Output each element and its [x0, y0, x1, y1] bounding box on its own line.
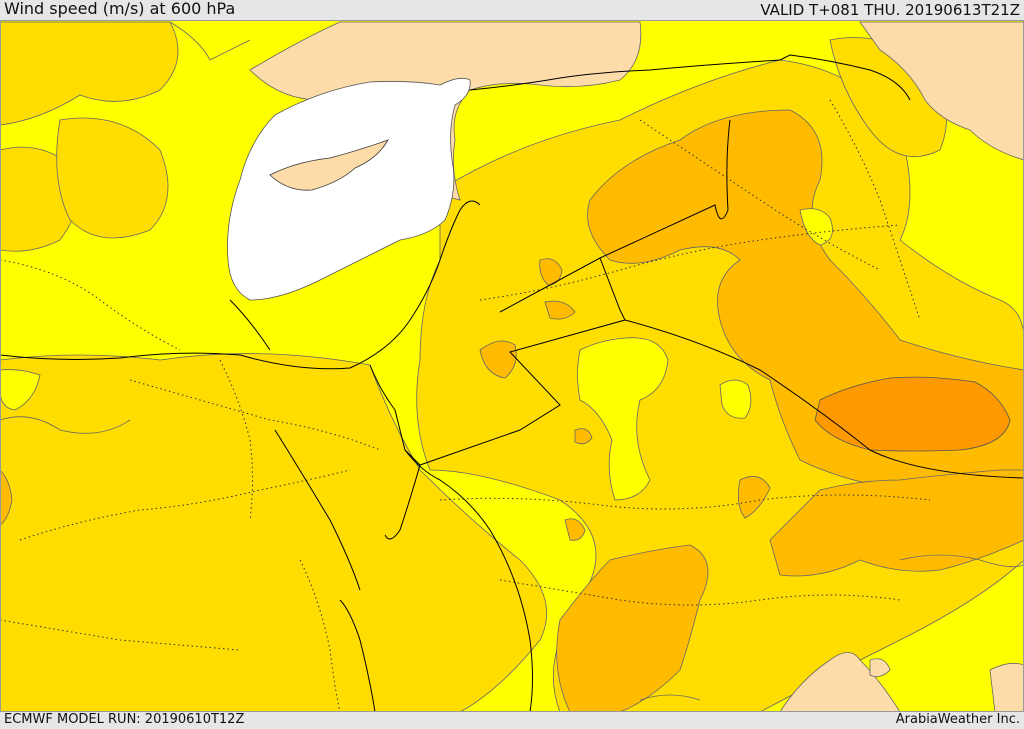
model-run-label: ECMWF MODEL RUN: 20190610T12Z — [4, 712, 245, 727]
dotted-contours — [0, 99, 931, 712]
wind-speed-map — [0, 20, 1024, 712]
bright-wind-islands — [0, 208, 833, 501]
credit-label: ArabiaWeather Inc. — [895, 712, 1020, 727]
map-title: Wind speed (m/s) at 600 hPa — [4, 0, 236, 18]
calm-wind-region — [227, 77, 471, 301]
footer-bar: ECMWF MODEL RUN: 20190610T12Z ArabiaWeat… — [0, 712, 1024, 729]
header-bar: Wind speed (m/s) at 600 hPa VALID T+081 … — [0, 0, 1024, 20]
thin-contours — [0, 21, 1024, 701]
valid-time: VALID T+081 THU. 20190613T21Z — [760, 1, 1020, 19]
coastlines — [0, 200, 533, 712]
country-borders — [369, 54, 1024, 540]
cyprus-island — [269, 139, 389, 191]
